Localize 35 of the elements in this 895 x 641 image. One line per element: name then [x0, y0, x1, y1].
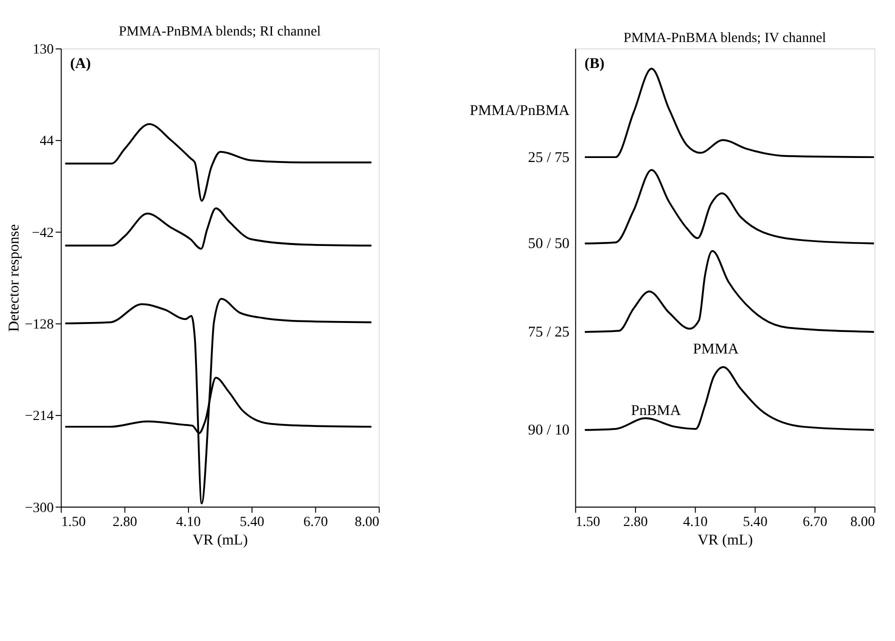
x-tick-label: 1.50: [61, 514, 86, 530]
x-tick-label: 8.00: [850, 514, 875, 530]
x-tick-label: 2.80: [112, 514, 138, 530]
x-axis-title: VR (mL): [698, 532, 753, 549]
x-tick-label: 4.10: [683, 514, 708, 530]
annotation: (B): [584, 56, 604, 72]
chart-title: PMMA-PnBMA blends; IV channel: [623, 30, 826, 46]
annotation: (A): [70, 56, 91, 72]
line-series: [64, 298, 372, 504]
y-tick-label: −214: [24, 409, 54, 424]
legend-title: PMMA/PnBMA: [470, 103, 570, 120]
x-tick-label: 4.10: [176, 514, 201, 530]
x-tick-label: 5.40: [240, 514, 264, 530]
x-tick-label: 8.00: [354, 514, 380, 530]
x-tick-label: 5.40: [742, 514, 768, 530]
y-tick-label: −300: [24, 500, 54, 516]
annotation: PnBMA: [631, 403, 682, 420]
y-tick-label: 130: [32, 42, 54, 58]
series-label: 75 / 25: [528, 324, 570, 341]
x-tick-label: 6.70: [802, 514, 828, 530]
series-label: 90 / 10: [528, 422, 570, 439]
y-tick-label: 44: [40, 134, 54, 150]
x-tick-label: 6.70: [303, 514, 328, 530]
annotation: PMMA: [692, 341, 739, 358]
series-label: 50 / 50: [528, 236, 570, 252]
x-axis-title: VR (mL): [192, 532, 248, 549]
x-tick-label: 2.80: [623, 514, 648, 530]
series-label: 25 / 75: [528, 150, 570, 166]
y-tick-label: −128: [24, 318, 54, 333]
y-tick-label: −42: [32, 226, 54, 241]
line-series: [64, 123, 372, 202]
y-axis-title: Detector response: [6, 224, 22, 332]
x-tick-label: 1.50: [576, 514, 600, 530]
chart-title: PMMA-PnBMA blends; RI channel: [118, 24, 321, 40]
line-series: [64, 207, 372, 250]
